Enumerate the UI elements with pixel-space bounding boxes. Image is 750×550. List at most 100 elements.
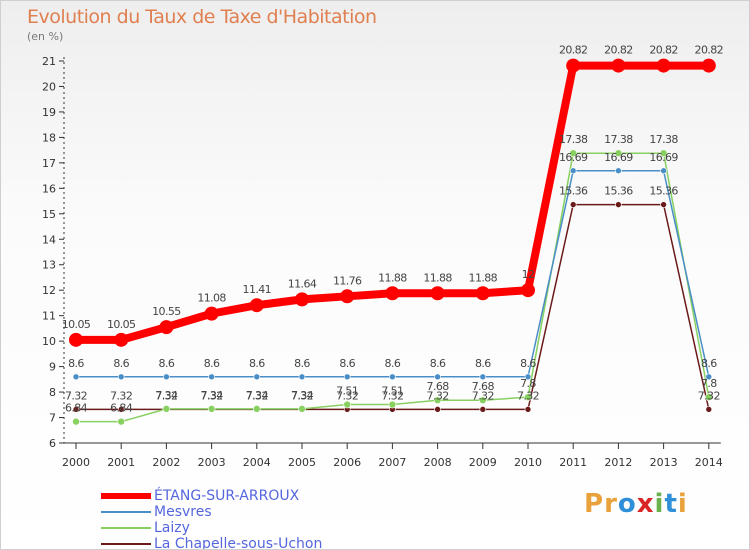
data-point [569, 167, 577, 175]
data-label: 7.34 [291, 389, 314, 402]
data-point [253, 373, 261, 381]
data-point [208, 373, 215, 381]
data-point [524, 393, 532, 401]
data-point [660, 201, 667, 208]
x-tick-label: 2003 [198, 456, 226, 469]
data-point [569, 201, 577, 208]
data-point [524, 406, 532, 413]
data-label: 7.51 [381, 385, 403, 398]
data-label: 7.32 [65, 389, 87, 402]
x-tick-label: 2000 [62, 456, 90, 469]
x-tick-label: 2008 [424, 456, 452, 469]
x-tick-label: 2013 [650, 456, 678, 469]
data-point [434, 373, 441, 381]
data-point [385, 286, 400, 301]
data-point [479, 373, 487, 381]
chart-title: Evolution du Taux de Taxe d'Habitation [27, 6, 377, 28]
data-label: 7.8 [520, 377, 536, 390]
data-point [611, 58, 626, 73]
data-label: 16.69 [559, 151, 588, 164]
data-label: 8.6 [520, 357, 536, 370]
data-label: 20.82 [559, 44, 588, 57]
data-point [430, 286, 445, 301]
data-point [343, 373, 351, 381]
chart-subtitle: (en %) [27, 30, 64, 43]
data-label: 7.68 [427, 380, 450, 393]
data-label: 6.84 [110, 402, 133, 415]
data-label: 7.32 [336, 389, 358, 402]
data-point [656, 58, 671, 73]
legend-label-mesvres: Mesvres [154, 504, 212, 520]
data-label: 7.8 [701, 377, 717, 390]
logo-letter: i [654, 489, 665, 519]
y-tick-label: 10 [42, 335, 56, 348]
data-label: 7.32 [517, 389, 539, 402]
data-label: 11.88 [469, 271, 498, 284]
data-label: 11.64 [288, 277, 317, 290]
data-label: 7.34 [155, 389, 178, 402]
data-point [615, 201, 622, 208]
data-label: 17.38 [604, 133, 633, 146]
data-label: 11.08 [197, 292, 226, 305]
data-point [705, 373, 713, 381]
series-layer [69, 58, 716, 426]
data-point [389, 373, 396, 381]
x-tick-label: 2004 [243, 456, 271, 469]
data-point [72, 373, 80, 381]
data-point [253, 405, 261, 413]
data-point [659, 149, 668, 157]
data-label: 7.32 [381, 389, 403, 402]
y-tick-label: 20 [42, 80, 56, 93]
data-label: 7.34 [246, 389, 269, 402]
data-label: 20.82 [649, 44, 678, 57]
data-label: 11.88 [423, 271, 452, 284]
y-tick-label: 7 [49, 412, 56, 425]
proxiti-logo: Proxiti [584, 489, 688, 519]
data-label: 17.38 [559, 133, 588, 146]
data-point [204, 306, 219, 321]
data-point [615, 167, 622, 175]
data-point [479, 406, 487, 413]
data-point [72, 406, 80, 413]
y-tick-label: 9 [49, 361, 56, 374]
data-label: 7.32 [291, 389, 313, 402]
logo-letter: P [584, 489, 605, 519]
data-label: 16.69 [604, 151, 633, 164]
legend-swatch-etang [101, 493, 151, 499]
data-point [162, 405, 171, 413]
data-point [298, 373, 306, 381]
data-label: 7.32 [201, 389, 223, 402]
data-point [249, 298, 264, 313]
data-label: 11.88 [378, 271, 407, 284]
legend-swatch-chapelle [101, 543, 151, 545]
data-label: 7.32 [698, 389, 720, 402]
data-point [701, 58, 716, 73]
x-tick-label: 2007 [378, 456, 406, 469]
data-label: 10.05 [107, 318, 136, 331]
data-label: 10.05 [62, 318, 91, 331]
data-label: 7.51 [336, 385, 358, 398]
data-label: 11.76 [333, 274, 362, 287]
x-tick-label: 2011 [559, 456, 587, 469]
logo-letter: x [636, 489, 655, 519]
data-point [521, 283, 535, 298]
legend-label-etang: ÉTANG-SUR-ARROUX [154, 488, 300, 504]
data-label: 8.6 [249, 357, 265, 370]
data-label: 10.55 [152, 305, 181, 318]
y-tick-label: 11 [42, 310, 56, 323]
data-label: 17.38 [649, 133, 678, 146]
y-tick-label: 15 [42, 208, 56, 221]
data-label: 7.68 [472, 380, 495, 393]
legend-label-chapelle: La Chapelle-sous-Uchon [154, 536, 323, 550]
y-tick-label: 14 [42, 233, 56, 246]
data-point [433, 396, 442, 405]
data-point [705, 406, 713, 413]
x-tick-label: 2002 [152, 456, 180, 469]
data-point [207, 405, 216, 413]
data-point [475, 286, 490, 301]
data-point [117, 373, 125, 381]
data-point [660, 167, 667, 175]
data-label: 8.6 [294, 357, 310, 370]
data-label: 7.32 [110, 389, 132, 402]
